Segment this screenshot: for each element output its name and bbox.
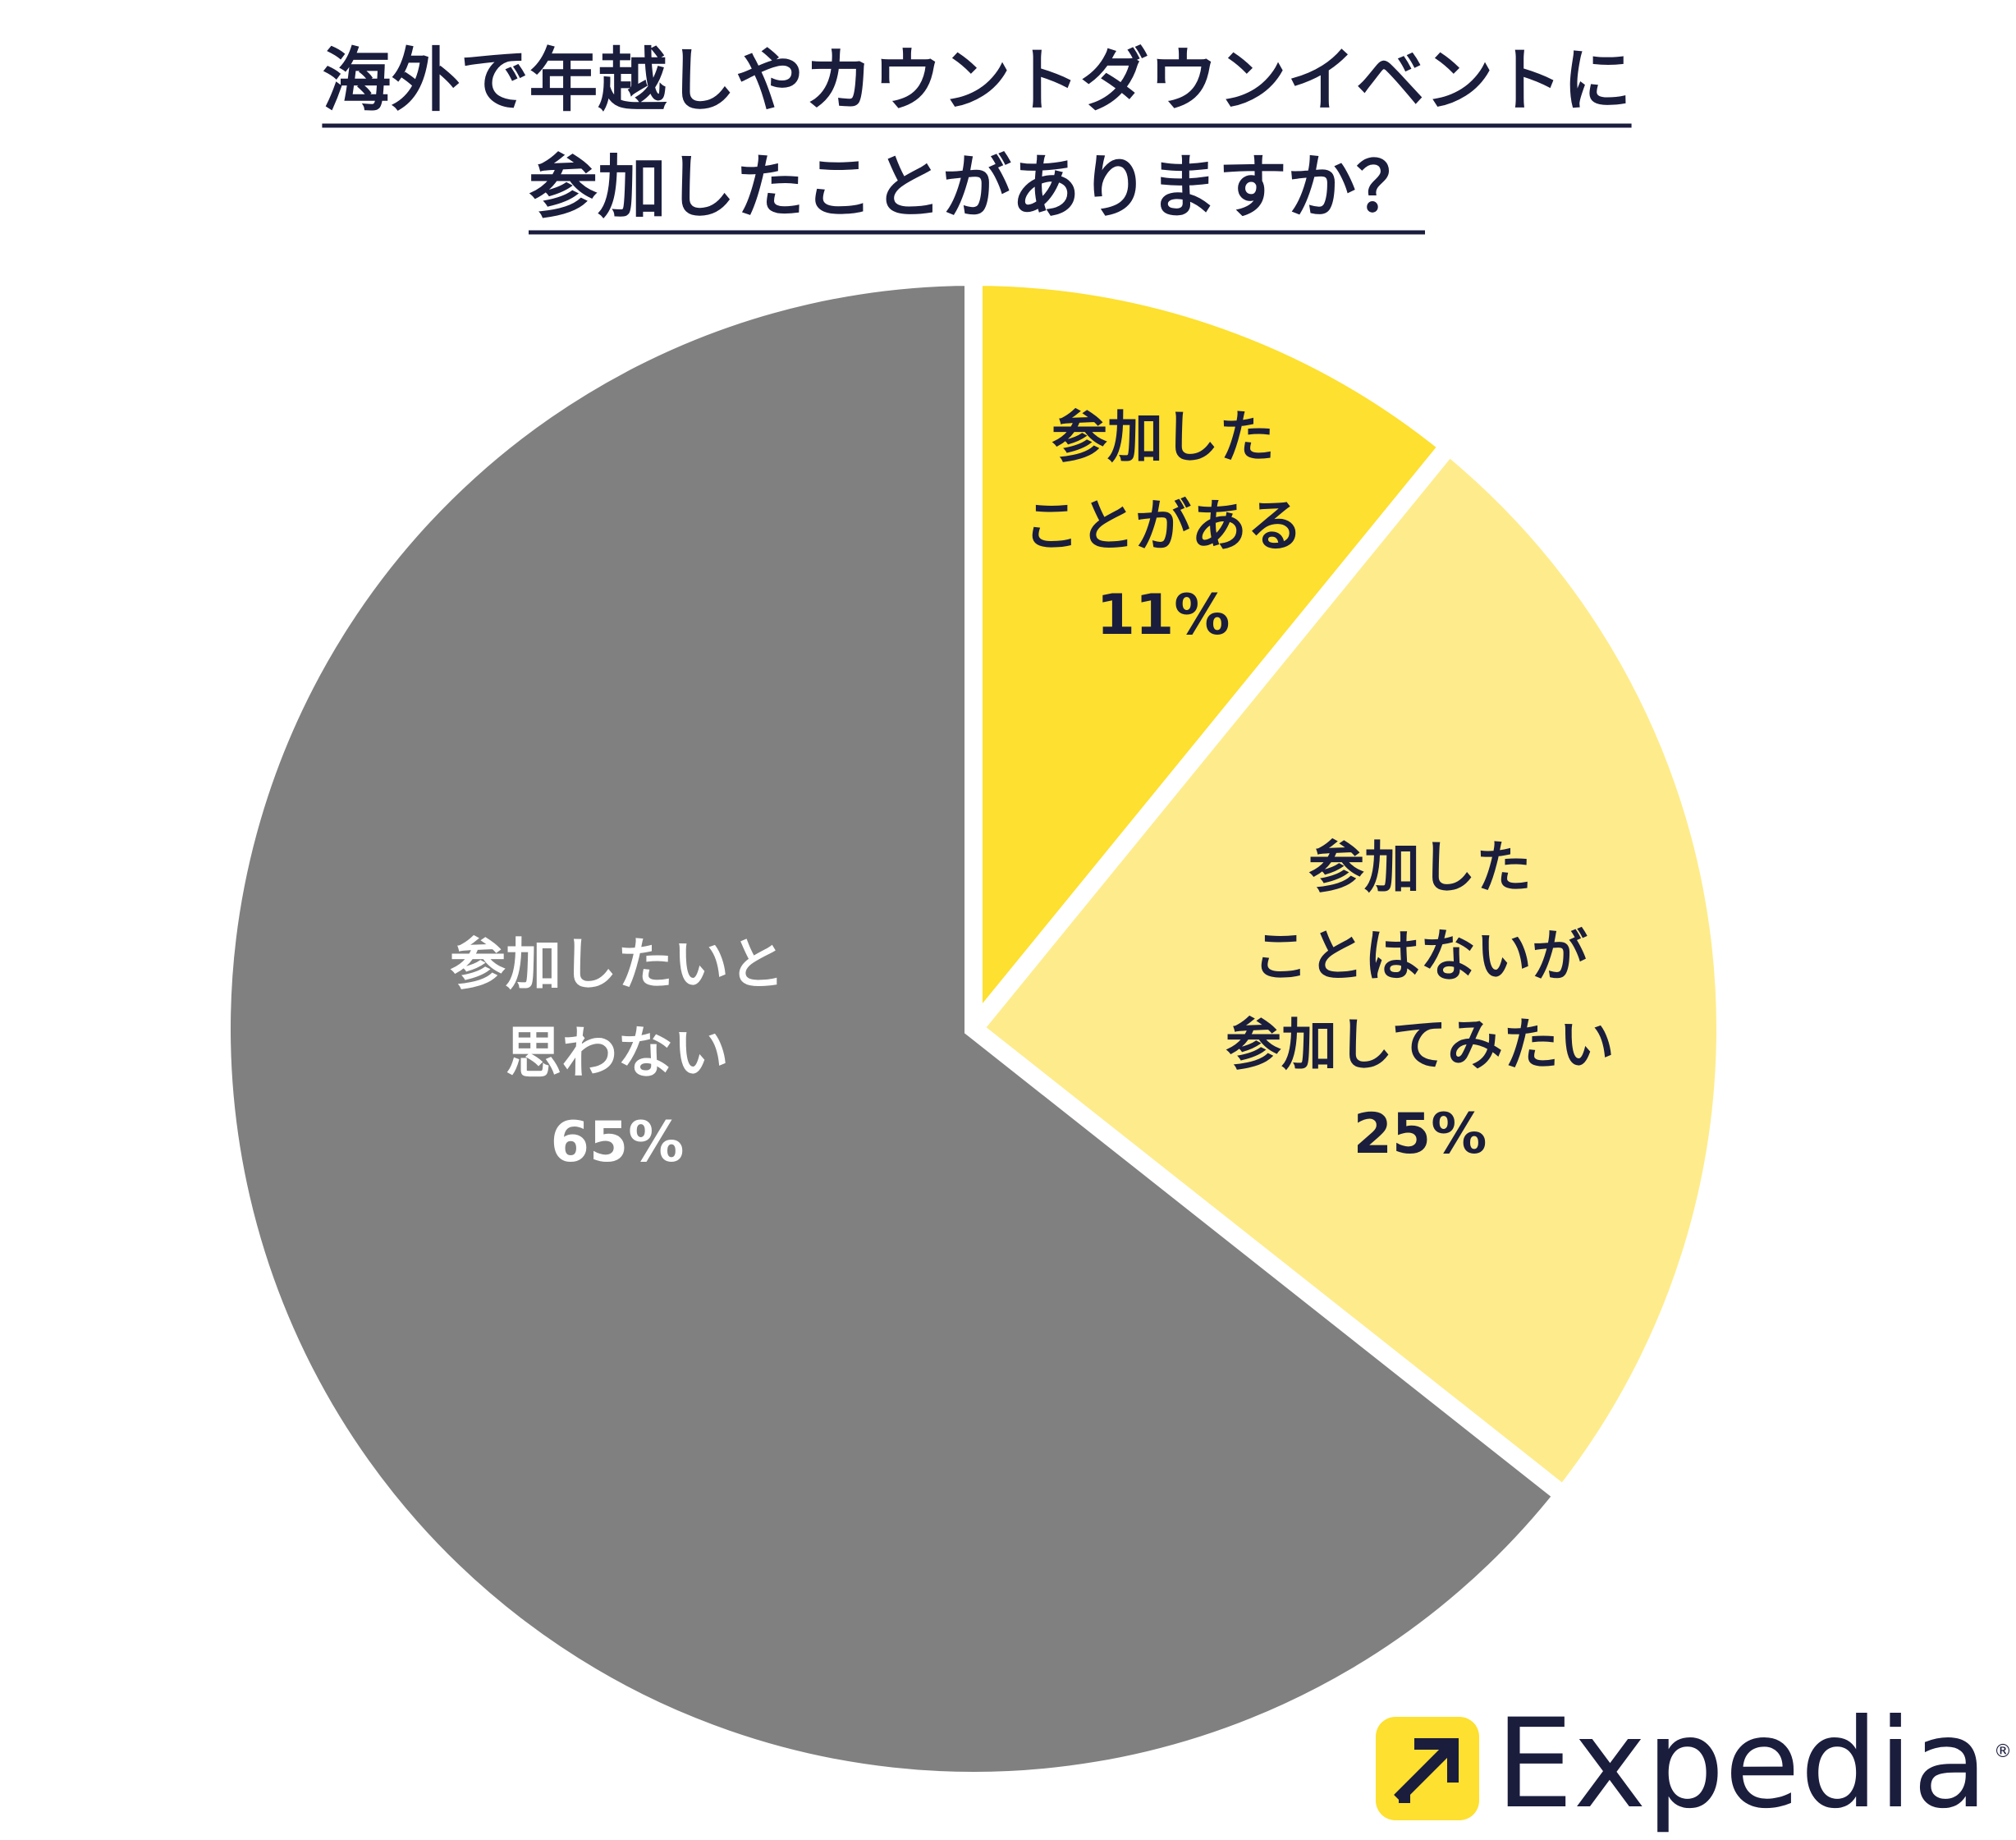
logo-arrow	[1394, 1738, 1459, 1803]
slice-label-line: ことはないが	[1253, 925, 1588, 989]
logo-text: Expedia	[1496, 1693, 1988, 1836]
slice-label-line: 思わない	[506, 1021, 729, 1086]
pie-slice	[964, 267, 1462, 1054]
slice-label: 参加したいと思わない	[450, 933, 785, 1086]
pie-slice	[960, 433, 1734, 1508]
value-label: 65%	[551, 1110, 685, 1175]
chart-title: 参加したことがありますか？	[529, 147, 1425, 227]
slice-label-line: ことがある	[1024, 494, 1303, 559]
slice-label-line: 参加した	[1308, 836, 1532, 901]
pie: 参加したことがある11%参加したことはないが参加してみたい25%参加したいと思わ…	[213, 267, 1734, 1790]
slice-label-line: 参加した	[1052, 406, 1275, 470]
value-label: 25%	[1354, 1102, 1487, 1167]
slice-label-line: 参加してみたい	[1226, 1013, 1615, 1078]
slice-label: 参加したことがある	[1024, 406, 1303, 559]
pie-slice	[213, 267, 1577, 1790]
slice-label-line: 参加したいと	[450, 933, 785, 998]
chart-title: 海外で年越しやカウントダウンイベントに	[322, 40, 1631, 121]
logo-registered: ®	[1994, 1741, 2012, 1762]
slice-label: 参加したことはないが参加してみたい	[1226, 836, 1615, 1078]
logo-dot	[1399, 1792, 1410, 1803]
logo: Expedia ®	[1376, 1693, 2012, 1836]
value-label: 11%	[1097, 583, 1230, 648]
